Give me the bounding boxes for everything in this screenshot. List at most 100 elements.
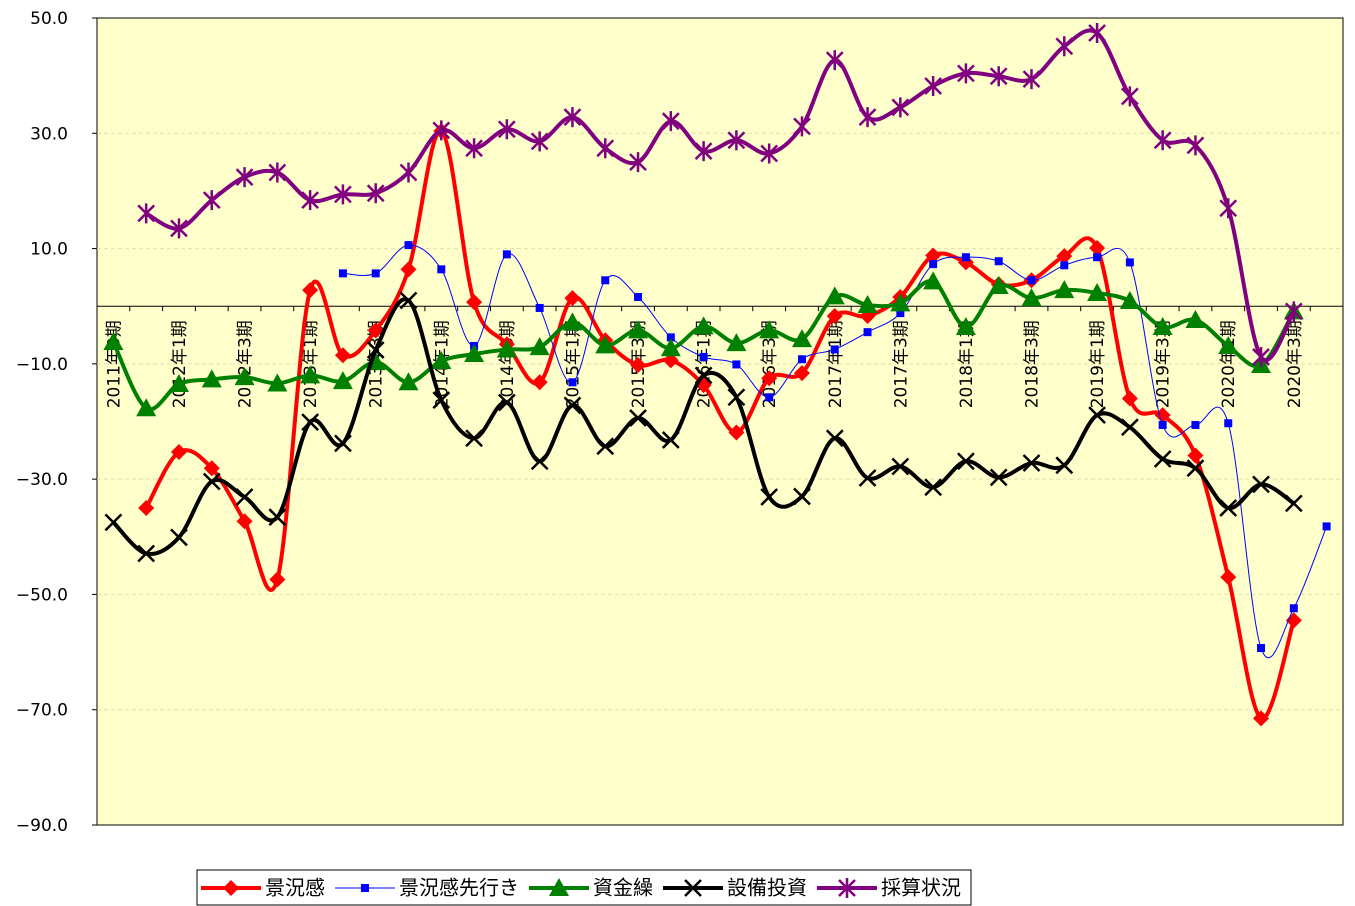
marker <box>1253 710 1270 727</box>
marker <box>562 312 583 331</box>
marker <box>759 320 780 339</box>
marker <box>929 260 938 269</box>
y-tick-label: −10.0 <box>16 355 68 375</box>
marker <box>662 352 679 369</box>
marker <box>1191 420 1200 429</box>
marker <box>824 286 845 305</box>
marker <box>170 218 188 239</box>
marker <box>529 337 550 356</box>
marker <box>497 119 516 140</box>
x-tick-label: 2020年1期 <box>1219 320 1239 408</box>
marker <box>863 328 872 337</box>
marker <box>1125 258 1134 267</box>
marker <box>957 452 975 471</box>
legend-label: 資金繰 <box>593 876 653 900</box>
marker <box>1153 450 1172 468</box>
marker <box>761 370 778 387</box>
marker <box>399 291 418 310</box>
marker <box>269 571 286 588</box>
y-tick-label: −50.0 <box>16 585 68 605</box>
marker <box>223 880 239 896</box>
marker <box>235 167 254 188</box>
marker <box>1284 494 1303 513</box>
marker <box>923 271 944 290</box>
x-tick-label: 2017年1期 <box>826 320 846 408</box>
marker <box>137 544 156 563</box>
legend: 景況感 景況感先行き 資金繰 設備投資 採算状況 <box>196 869 972 906</box>
marker <box>994 257 1003 266</box>
marker <box>234 367 255 386</box>
marker <box>989 66 1008 87</box>
marker <box>1289 604 1298 613</box>
marker <box>989 468 1008 487</box>
marker <box>568 378 577 387</box>
marker <box>825 50 844 71</box>
marker <box>1087 282 1108 301</box>
x-tick-label: 2012年1期 <box>170 320 190 408</box>
marker <box>1055 36 1074 57</box>
marker <box>1284 301 1303 322</box>
marker <box>103 331 124 350</box>
y-tick-label: 10.0 <box>30 240 68 260</box>
marker <box>1219 198 1238 219</box>
marker <box>465 138 483 159</box>
marker <box>1322 522 1331 531</box>
marker <box>399 162 418 183</box>
marker <box>957 63 975 84</box>
marker <box>1257 644 1266 653</box>
marker <box>398 372 419 391</box>
marker <box>1153 130 1172 151</box>
marker <box>896 309 905 318</box>
marker <box>563 396 582 415</box>
marker <box>334 347 351 364</box>
marker <box>727 130 746 151</box>
plot-area <box>96 17 1344 826</box>
marker <box>793 487 811 506</box>
marker <box>760 488 779 506</box>
marker <box>826 308 843 325</box>
marker <box>549 878 569 896</box>
marker <box>502 250 511 259</box>
marker <box>699 352 708 361</box>
marker <box>629 409 647 427</box>
marker <box>1158 420 1167 429</box>
marker <box>1252 475 1270 494</box>
marker <box>464 344 485 363</box>
marker <box>202 190 221 211</box>
marker <box>988 276 1009 295</box>
marker <box>400 261 417 278</box>
marker <box>267 373 288 392</box>
marker <box>1119 291 1140 310</box>
marker <box>361 884 369 892</box>
marker <box>138 499 155 516</box>
marker <box>236 513 253 530</box>
marker <box>661 111 680 132</box>
marker <box>694 366 713 385</box>
marker <box>838 878 856 898</box>
y-tick-label: −90.0 <box>16 816 68 836</box>
marker <box>535 303 544 312</box>
marker <box>629 152 647 173</box>
marker <box>338 269 347 278</box>
marker <box>1186 135 1205 156</box>
series <box>103 22 1331 727</box>
marker <box>497 393 516 412</box>
y-tick-label: 30.0 <box>30 124 68 144</box>
marker <box>1054 280 1075 299</box>
marker <box>661 431 680 449</box>
y-tick-label: −70.0 <box>16 701 68 721</box>
legend-label: 景況感先行き <box>399 876 519 900</box>
marker <box>1186 459 1205 478</box>
marker <box>601 276 610 285</box>
marker <box>760 143 779 164</box>
marker <box>1252 346 1270 367</box>
marker <box>791 329 812 348</box>
marker <box>694 141 713 162</box>
marker <box>660 338 681 357</box>
marker <box>1022 454 1041 472</box>
marker <box>1185 310 1206 329</box>
marker <box>268 162 287 183</box>
marker <box>1021 288 1042 307</box>
x-tick-label: 2019年3期 <box>1154 320 1174 408</box>
